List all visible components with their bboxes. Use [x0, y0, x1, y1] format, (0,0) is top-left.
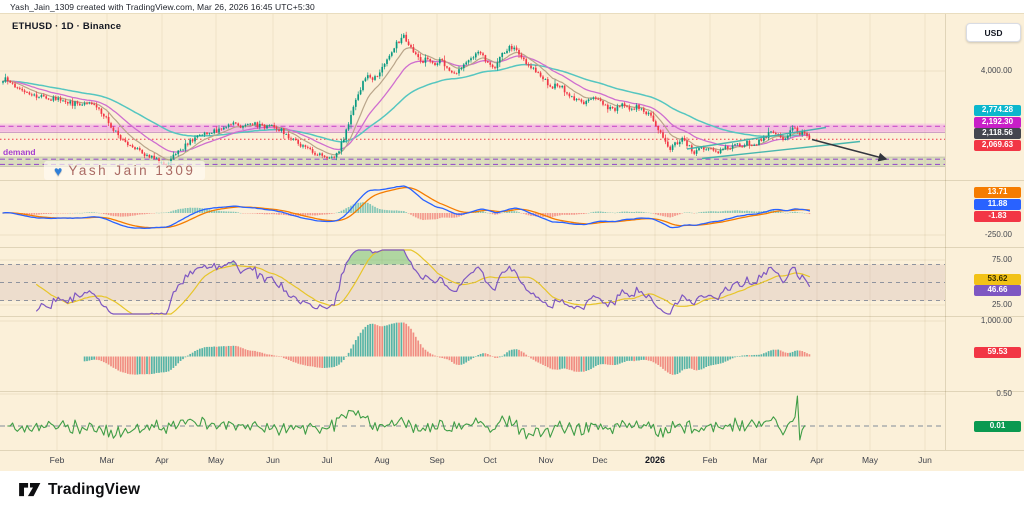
time-axis-label: Apr [155, 455, 169, 465]
time-axis-label: Mar [752, 455, 768, 465]
currency-toggle-button[interactable]: USD [966, 23, 1021, 42]
indicator-value-badge: 11.88 [974, 198, 1021, 210]
time-axis-label: Aug [374, 455, 390, 465]
attribution-bar [0, 0, 1024, 13]
indicator-value-badge: 46.66 [974, 284, 1021, 296]
time-axis-label: Dec [592, 455, 608, 465]
indicator-value-badge: 59.53 [974, 346, 1021, 358]
time-axis-label: Sep [429, 455, 445, 465]
attribution-text: Yash_Jain_1309 created with TradingView.… [10, 2, 315, 12]
time-axis-label: May [207, 455, 225, 465]
time-axis-label: May [861, 455, 879, 465]
time-axis-label: Jun [266, 455, 280, 465]
price-axis-label: -250.00 [984, 230, 1012, 239]
watermark-text: Yash Jain 1309 [68, 163, 196, 178]
tradingview-logo-icon [19, 482, 41, 496]
time-axis-label: Feb [49, 455, 65, 465]
indicator-value-badge: 53.62 [974, 273, 1021, 285]
tradingview-logo[interactable]: TradingView [18, 481, 140, 499]
price-axis-label: 0.50 [996, 389, 1012, 398]
price-axis-label: 4,000.00 [980, 66, 1012, 75]
author-watermark: ♥ Yash Jain 1309 [44, 161, 206, 180]
demand-zone-label: demand [3, 147, 36, 157]
time-axis-label: Jul [321, 455, 333, 465]
indicator-value-badge: 13.71 [974, 186, 1021, 198]
time-axis-label: Oct [483, 455, 497, 465]
time-axis[interactable] [0, 450, 945, 470]
indicator-value-badge: 0.01 [974, 420, 1021, 432]
price-axis-label: 1,000.00 [980, 316, 1012, 325]
price-badge: 2,069.63 [974, 139, 1021, 151]
price-badge: 2,192.30 [974, 116, 1021, 128]
time-axis-label: Nov [538, 455, 554, 465]
footer: TradingView [0, 471, 1024, 509]
symbol-title: ETHUSD · 1D · Binance [12, 21, 122, 32]
chart-background [0, 13, 1024, 472]
time-axis-label: Jun [918, 455, 932, 465]
tradingview-wordmark: TradingView [48, 481, 141, 498]
price-badge: 2,774.28 [974, 104, 1021, 116]
price-badge: 2,118.56 [974, 127, 1021, 139]
time-axis-label: Feb [702, 455, 718, 465]
price-axis-label: 25.00 [991, 300, 1012, 309]
time-axis-label: Mar [99, 455, 115, 465]
indicator-value-badge: -1.83 [974, 210, 1021, 222]
time-axis-label: 2026 [644, 455, 666, 465]
time-axis-label: Apr [810, 455, 824, 465]
price-axis-label: 75.00 [991, 255, 1012, 264]
heart-icon: ♥ [54, 162, 63, 179]
